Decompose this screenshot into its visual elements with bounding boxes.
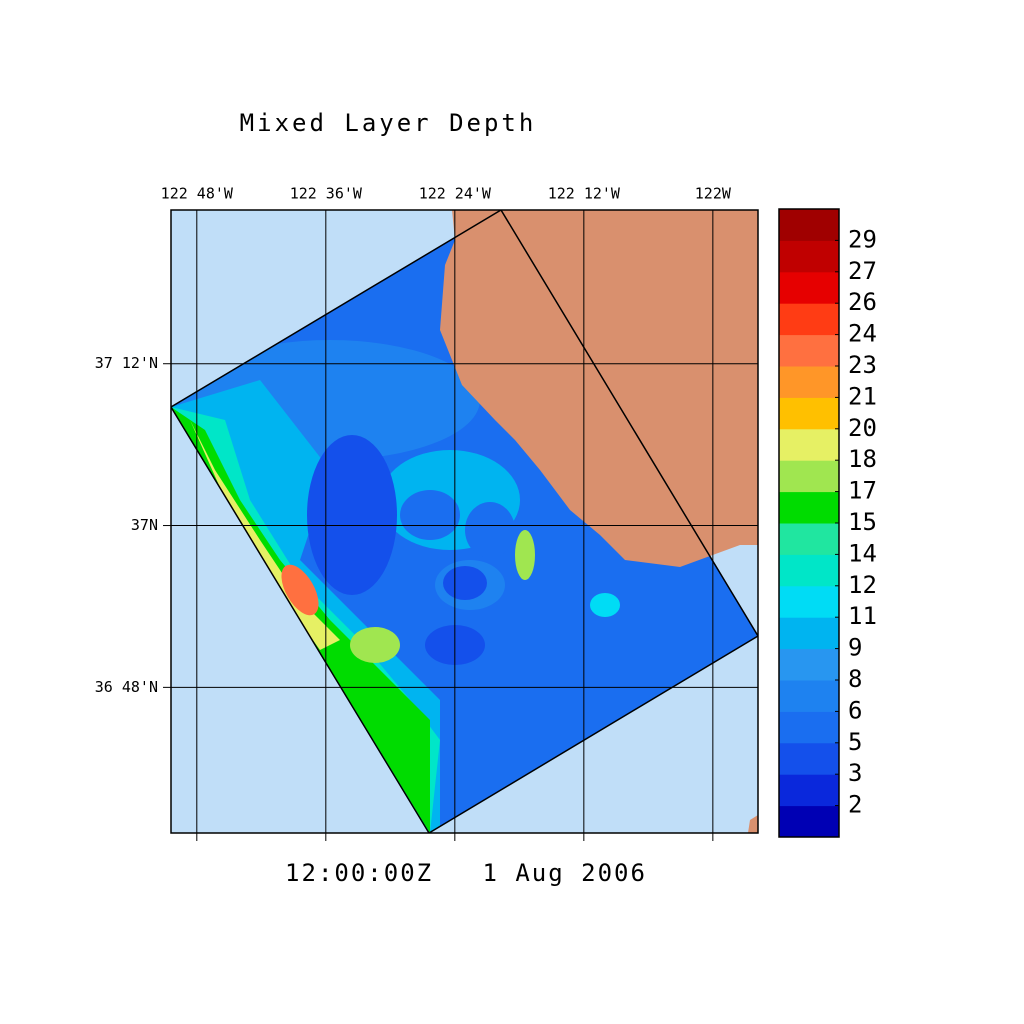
y-tick-label: 36 48'N <box>95 678 158 696</box>
colorbar-swatch <box>779 648 839 681</box>
colorbar-swatch <box>779 711 839 744</box>
colorbar-swatch <box>779 680 839 712</box>
colorbar-label: 18 <box>848 445 877 473</box>
map-area <box>171 210 758 833</box>
field-patch <box>443 566 487 600</box>
colorbar-swatch <box>779 617 839 650</box>
field-patch <box>190 420 340 650</box>
domain-outline <box>171 210 758 833</box>
colorbar-label: 14 <box>848 539 877 567</box>
y-tick-label: 37 12'N <box>95 354 158 372</box>
colorbar-label: 2 <box>848 791 862 819</box>
field-patch <box>281 564 319 616</box>
colorbar-swatch <box>779 397 839 430</box>
colorbar-label: 20 <box>848 414 877 442</box>
colorbar-label: 23 <box>848 351 877 379</box>
field-patch <box>515 530 535 580</box>
colorbar-label: 27 <box>848 257 877 285</box>
colorbar-swatch <box>779 523 839 555</box>
colorbar-label: 15 <box>848 508 877 536</box>
y-tick-label: 37N <box>131 516 158 534</box>
colorbar-swatch <box>779 303 839 336</box>
colorbar-label: 29 <box>848 225 877 253</box>
colorbar-swatch <box>779 428 839 461</box>
colorbar-swatch <box>779 366 839 398</box>
colorbar-swatch <box>779 271 839 304</box>
map-title: Mixed Layer Depth <box>240 109 537 137</box>
x-tick-label: 122W <box>695 185 732 203</box>
colorbar-label: 3 <box>848 759 862 787</box>
colorbar-swatch <box>779 585 839 618</box>
land <box>748 815 758 833</box>
colorbar-label: 8 <box>848 665 862 693</box>
grid: 122 48'W 122 36'W 122 24'W 122 12'W 122W 37 1… <box>95 185 758 841</box>
colorbar-label: 6 <box>848 696 862 724</box>
colorbar-label: 12 <box>848 571 877 599</box>
field-patch <box>400 490 460 540</box>
colorbar-swatch <box>779 491 839 524</box>
colorbar-swatch <box>779 334 839 367</box>
colorbar-swatch <box>779 805 839 838</box>
colorbar-label: 17 <box>848 477 877 505</box>
colorbar-swatch <box>779 460 839 493</box>
time-label: 12:00:00Z 1 Aug 2006 <box>285 859 647 887</box>
colorbar-swatch <box>779 774 839 807</box>
colorbar-swatch <box>779 554 839 587</box>
colorbar-label: 5 <box>848 728 862 756</box>
x-tick-label: 122 48'W <box>161 185 234 203</box>
colorbar-label: 11 <box>848 602 877 630</box>
colorbar-label: 26 <box>848 288 877 316</box>
colorbar-swatch <box>779 209 839 241</box>
colorbar-label: 24 <box>848 320 877 348</box>
colorbar-swatch <box>779 240 839 273</box>
field-patch <box>307 435 397 595</box>
field-patch <box>465 502 515 558</box>
map-frame <box>170 209 759 834</box>
x-tick-label: 122 24'W <box>419 185 492 203</box>
field-patch <box>350 627 400 663</box>
colorbar-swatch <box>779 742 839 775</box>
colorbar-label: 9 <box>848 634 862 662</box>
field-patch <box>590 593 620 617</box>
x-tick-label: 122 36'W <box>290 185 363 203</box>
land <box>440 210 758 567</box>
x-tick-label: 122 12'W <box>548 185 621 203</box>
colorbar-label: 21 <box>848 382 877 410</box>
